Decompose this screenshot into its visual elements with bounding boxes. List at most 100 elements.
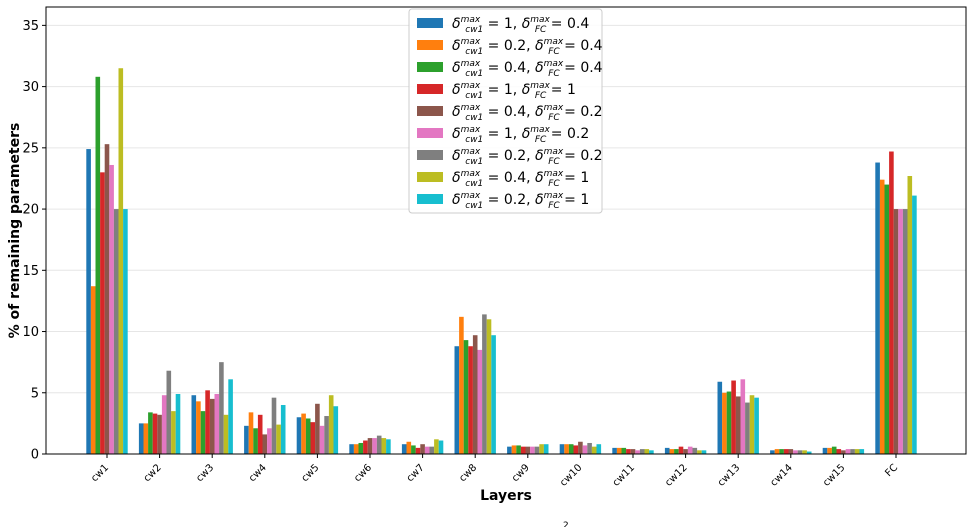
bar-cw6-s9 <box>386 439 391 454</box>
x-tick-label: cw7 <box>405 462 427 484</box>
bar-cw6-s7 <box>376 435 382 454</box>
bar-cw4-s4 <box>257 414 263 454</box>
bar-cw7-s7 <box>429 446 435 454</box>
bar-cw3-s8 <box>223 414 229 454</box>
bar-cw5-s5 <box>315 403 320 454</box>
bar-cw7-s2 <box>406 441 412 454</box>
bar-cw2-s5 <box>157 414 162 454</box>
bar-cw2-s8 <box>171 411 176 454</box>
bar-cw8-s3 <box>463 340 469 454</box>
x-tick-label: FC <box>883 462 900 479</box>
bar-cw3-s9 <box>228 379 233 454</box>
bar-cw14-s8 <box>802 450 807 454</box>
x-tick-label: cw12 <box>663 462 689 488</box>
bar-cw2-s4 <box>152 413 158 454</box>
legend-entry: δmax cw1 = 0.4, δmax FC = 1 <box>452 169 589 189</box>
bar-cw12-s3 <box>674 449 679 454</box>
bar-cw13-s6 <box>740 379 746 454</box>
bar-cw1-s4 <box>100 172 105 454</box>
bar-cw13-s7 <box>745 402 750 454</box>
bar-cw10-s7 <box>587 442 592 454</box>
bar-cw6-s2 <box>353 444 359 454</box>
x-tick-label: cw3 <box>194 462 216 484</box>
bar-cw11-s1 <box>612 447 617 454</box>
x-tick-label: cw2 <box>142 462 164 484</box>
bar-cw8-s8 <box>486 319 492 454</box>
y-tick-label: 15 <box>22 264 39 279</box>
bar-cw11-s5 <box>630 449 636 454</box>
bar-cw8-s5 <box>472 335 478 454</box>
bar-cw15-s1 <box>822 447 828 454</box>
bar-cw4-s5 <box>262 434 268 454</box>
x-tick-label: cw1 <box>89 462 111 484</box>
bar-cw5-s3 <box>305 418 311 454</box>
bar-cw5-s6 <box>319 425 325 454</box>
bar-cw14-s5 <box>788 449 794 454</box>
bar-cw13-s9 <box>754 397 759 454</box>
x-tick-label: cw5 <box>300 462 322 484</box>
legend-entry: δmax cw1 = 1, δmax FC = 0.2 <box>452 125 589 145</box>
x-tick-label: cw15 <box>821 462 847 488</box>
x-tick-label: cw14 <box>768 462 794 488</box>
bar-cw9-s5 <box>525 446 531 454</box>
bar-cw3-s4 <box>205 390 210 454</box>
legend-swatch <box>417 84 443 94</box>
bar-cw9-s1 <box>507 446 512 454</box>
legend-entry: δmax cw1 = 0.2, δmax FC = 1 <box>452 191 589 211</box>
bar-cw3-s2 <box>196 401 201 454</box>
bar-cw14-s9 <box>806 451 812 454</box>
bar-cw10-s9 <box>596 444 602 454</box>
legend-swatch <box>417 106 443 116</box>
x-tick-label: cw6 <box>352 462 374 484</box>
bar-cw11-s8 <box>644 449 650 454</box>
bar-cw9-s8 <box>539 444 544 454</box>
legend-swatch <box>417 150 443 160</box>
bar-cw5-s2 <box>301 413 306 454</box>
bar-cw1-s2 <box>90 286 96 454</box>
bar-cw6-s4 <box>363 440 368 454</box>
bar-cw15-s8 <box>854 449 860 454</box>
legend: δmax cw1 = 1, δmax FC = 0.4 δmax cw1 = 0.2, … <box>408 8 603 214</box>
bar-cw6-s8 <box>381 438 387 454</box>
bar-cw11-s9 <box>649 450 654 454</box>
bar-cw12-s7 <box>692 447 698 454</box>
legend-swatch <box>417 40 443 50</box>
bar-cw12-s6 <box>687 446 693 454</box>
legend-entry: δmax cw1 = 1, δmax FC = 0.4 <box>452 15 589 35</box>
bar-FC-s5 <box>893 209 899 454</box>
bar-cw12-s5 <box>683 449 688 454</box>
bar-cw8-s9 <box>491 335 496 454</box>
x-tick-label: cw8 <box>457 462 479 484</box>
bar-cw15-s4 <box>836 449 842 454</box>
bar-cw13-s3 <box>726 391 732 454</box>
bar-cw8-s4 <box>468 346 473 454</box>
bar-cw7-s9 <box>438 440 444 454</box>
bar-cw4-s7 <box>271 397 277 454</box>
bar-cw10-s2 <box>564 444 569 454</box>
bar-cw13-s8 <box>749 395 755 454</box>
bar-cw9-s2 <box>511 445 517 454</box>
bar-cw2-s9 <box>175 393 181 454</box>
bar-cw9-s7 <box>534 446 540 454</box>
footer-fragment: 2 <box>563 521 569 527</box>
bar-FC-s6 <box>898 209 903 454</box>
bar-cw10-s6 <box>582 445 588 454</box>
x-tick-label: cw13 <box>716 462 742 488</box>
bar-FC-s9 <box>912 195 917 454</box>
bar-cw8-s6 <box>477 349 483 454</box>
bar-cw6-s3 <box>358 442 364 454</box>
bar-cw7-s8 <box>434 439 439 454</box>
x-ticks: cw1 cw2 cw3 cw4 cw5 cw6 cw7 cw8 cw9 cw10 cw11 cw12 c… <box>89 454 900 489</box>
bar-cw9-s9 <box>543 444 549 454</box>
bar-cw1-s8 <box>118 68 124 454</box>
bar-cw6-s5 <box>367 438 373 454</box>
bar-cw5-s1 <box>296 417 302 454</box>
y-tick-label: 0 <box>31 448 39 463</box>
bar-cw14-s3 <box>779 449 784 454</box>
y-tick-label: 20 <box>22 203 39 218</box>
bar-cw8-s1 <box>454 346 460 454</box>
bar-cw1-s3 <box>95 76 101 454</box>
legend-box <box>408 8 603 214</box>
bar-cw14-s6 <box>793 450 798 454</box>
